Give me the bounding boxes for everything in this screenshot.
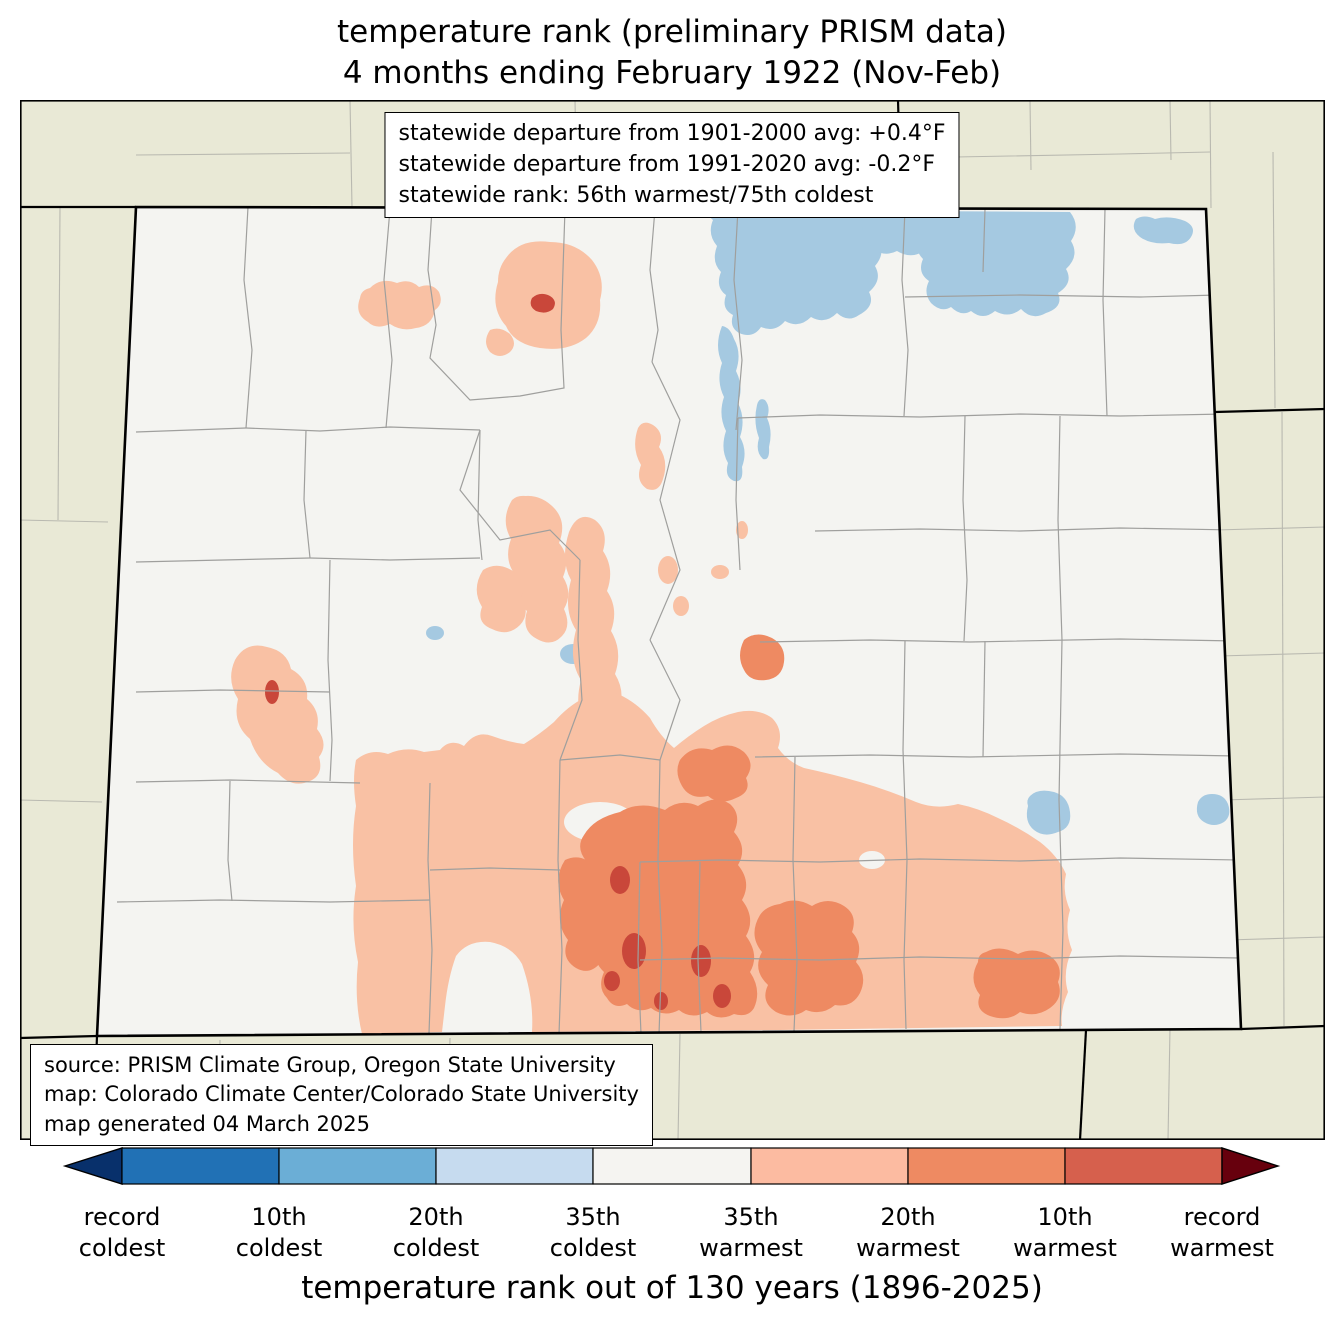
- colorbar-label-35th-coldest: 35th coldest: [549, 1203, 637, 1262]
- warm-rank-patches-medium: [558, 634, 1060, 1019]
- colorbar-segment-6: [907, 1147, 1066, 1185]
- map-frame: [20, 100, 1325, 1140]
- colorbar-segment-2: [278, 1147, 437, 1185]
- stats-line-3: statewide rank: 56th warmest/75th coldes…: [398, 182, 874, 208]
- colorbar-segment-7: [1064, 1147, 1223, 1185]
- title-line-1: temperature rank (preliminary PRISM data…: [336, 14, 1007, 50]
- stats-line-2: statewide departure from 1991-2020 avg: …: [398, 151, 936, 177]
- colorbar-label-35th-warmest: 35th warmest: [699, 1203, 803, 1262]
- temperature-rank-colorbar: [62, 1147, 1281, 1185]
- figure-title: temperature rank (preliminary PRISM data…: [0, 12, 1344, 94]
- colorbar-label-record-coldest: record coldest: [78, 1203, 166, 1262]
- colorbar-arrow-record-warmest: [1221, 1147, 1281, 1185]
- colorbar-segment-4: [592, 1147, 752, 1185]
- colorbar-label-record-warmest: record warmest: [1170, 1203, 1274, 1262]
- colorbar-segment-1: [121, 1147, 280, 1185]
- colorbar-title: temperature rank out of 130 years (1896-…: [301, 1270, 1043, 1306]
- colorado-map: [20, 100, 1325, 1140]
- source-line-3: map generated 04 March 2025: [44, 1111, 371, 1136]
- source-line-2: map: Colorado Climate Center/Colorado St…: [44, 1082, 639, 1107]
- colorbar-segment-3: [435, 1147, 594, 1185]
- colorbar-label-20th-warmest: 20th warmest: [856, 1203, 960, 1262]
- colorbar-label-10th-coldest: 10th coldest: [235, 1203, 323, 1262]
- colorbar-arrow-record-coldest: [62, 1147, 123, 1185]
- colorbar-segment-5: [750, 1147, 909, 1185]
- stats-box: statewide departure from 1901-2000 avg: …: [384, 112, 960, 219]
- colorado-county-lines: [116, 207, 1241, 1035]
- source-box: source: PRISM Climate Group, Oregon Stat…: [30, 1044, 653, 1147]
- colorbar-label-10th-warmest: 10th warmest: [1013, 1203, 1117, 1262]
- colorbar-label-20th-coldest: 20th coldest: [392, 1203, 480, 1262]
- stats-line-1: statewide departure from 1901-2000 avg: …: [398, 121, 946, 146]
- title-line-2: 4 months ending February 1922 (Nov-Feb): [342, 54, 1002, 91]
- source-line-1: source: PRISM Climate Group, Oregon Stat…: [44, 1053, 616, 1077]
